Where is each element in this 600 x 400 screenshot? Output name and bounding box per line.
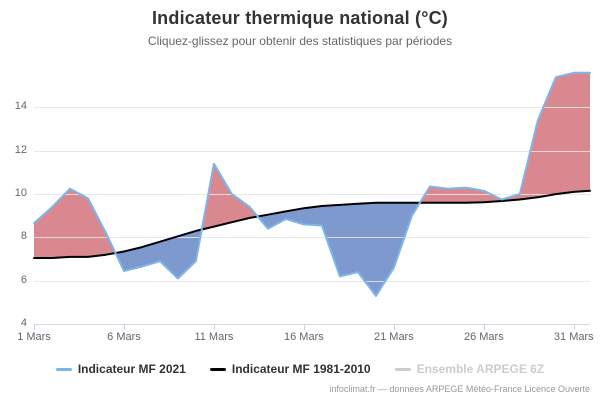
- legend-line-swatch-arpege: [394, 367, 411, 371]
- x-axis-label-31-mars: 31 Mars: [553, 331, 594, 343]
- fill-above-normal: [419, 72, 590, 203]
- fill-above-normal: [34, 188, 116, 258]
- credits-link[interactable]: infoclimat.fr — données ARPEGE Météo-Fra…: [329, 384, 590, 394]
- series-line-2021[interactable]: [33, 71, 591, 297]
- y-axis-label-10: 10: [14, 187, 27, 200]
- fill-below-normal: [257, 202, 420, 296]
- chart-legend: Indicateur MF 2021 Indicateur MF 1981-20…: [0, 362, 600, 376]
- chart-subtitle: Cliquez-glissez pour obtenir des statist…: [147, 34, 453, 48]
- x-axis-label-1-mars: 1 Mars: [17, 331, 51, 343]
- legend-item-ensemble-arpege-6z[interactable]: Ensemble ARPEGE 6Z: [394, 362, 545, 376]
- y-axis-label-12: 12: [14, 143, 27, 156]
- legend-label-arpege: Ensemble ARPEGE 6Z: [416, 362, 545, 376]
- y-axis-label-14: 14: [14, 100, 27, 113]
- legend-item-indicateur-mf-2021[interactable]: Indicateur MF 2021: [55, 362, 186, 376]
- series-line-1981-2010[interactable]: [33, 189, 591, 259]
- x-axis-label-21-mars: 21 Mars: [373, 331, 414, 343]
- x-axis-label-6-mars: 6 Mars: [107, 331, 141, 343]
- fill-above-normal: [201, 163, 258, 230]
- y-axis-label-8: 8: [20, 230, 27, 243]
- legend-label-2021: Indicateur MF 2021: [77, 362, 186, 376]
- y-axis-label-4: 4: [20, 317, 27, 329]
- x-axis-label-26-mars: 26 Mars: [463, 331, 504, 343]
- x-axis-label-16-mars: 16 Mars: [284, 331, 324, 343]
- chart-title: Indicateur thermique national (°C): [151, 8, 449, 28]
- legend-line-swatch-1981-2010: [209, 367, 226, 371]
- legend-line-swatch-2021: [55, 367, 72, 371]
- x-axis-label-11-mars: 11 Mars: [194, 331, 234, 343]
- fill-below-normal: [115, 229, 202, 279]
- legend-item-indicateur-mf-1981-2010[interactable]: Indicateur MF 1981-2010: [209, 362, 371, 376]
- y-axis-label-6: 6: [20, 273, 27, 286]
- legend-label-1981-2010: Indicateur MF 1981-2010: [231, 362, 371, 376]
